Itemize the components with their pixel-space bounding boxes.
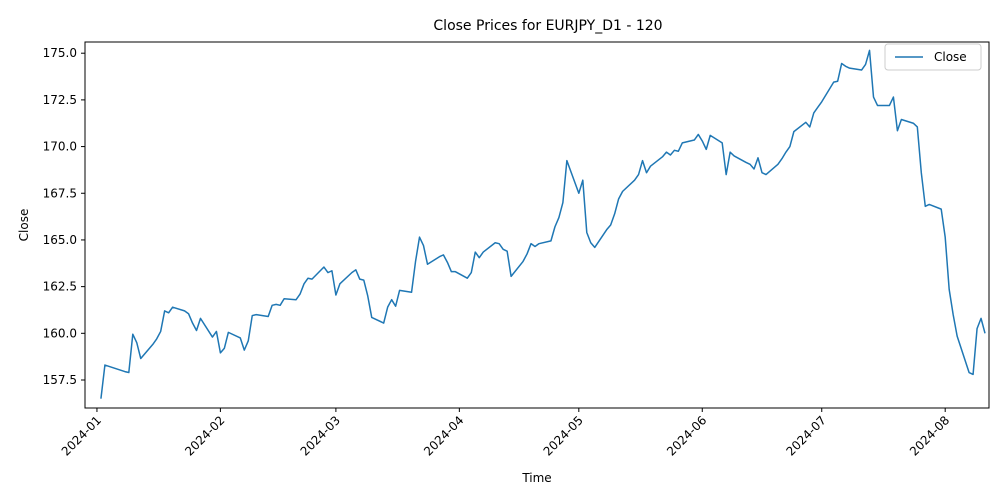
legend-box — [884, 43, 982, 71]
legend: Close — [884, 43, 982, 71]
y-tick-label: 162.5 — [43, 280, 77, 294]
series-line-close — [100, 49, 986, 399]
x-axis-label: Time — [521, 471, 551, 485]
chart-title: Close Prices for EURJPY_D1 - 120 — [433, 18, 662, 34]
y-tick-label: 165.0 — [43, 233, 77, 247]
y-axis: 157.5 160.0 162.5 165.0 167.5 170.0 172.5 175.0 — [43, 46, 85, 387]
y-axis-label: Close — [17, 209, 31, 242]
y-tick-label: 170.0 — [43, 140, 77, 154]
legend-label-close: Close — [934, 50, 967, 64]
plot-area — [100, 49, 986, 399]
y-tick-label: 160.0 — [43, 326, 77, 340]
y-tick-label: 167.5 — [43, 186, 77, 200]
y-tick-label: 157.5 — [43, 373, 77, 387]
plot-frame — [84, 41, 990, 409]
y-tick-label: 172.5 — [43, 93, 77, 107]
y-tick-label: 175.0 — [43, 46, 77, 60]
